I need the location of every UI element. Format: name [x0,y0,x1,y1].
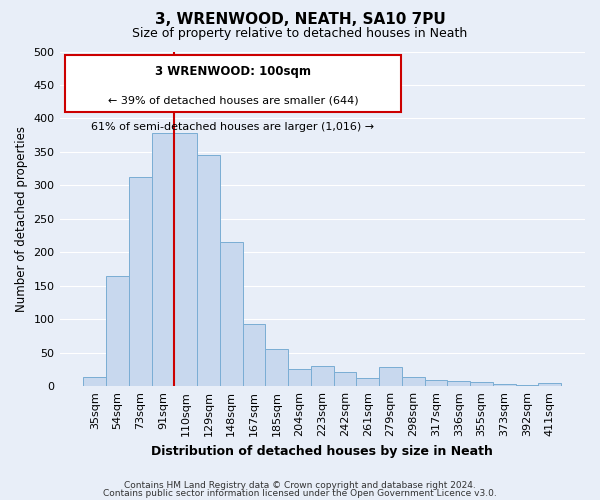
Bar [379,368,402,386]
Text: 3 WRENWOOD: 100sqm: 3 WRENWOOD: 100sqm [155,65,311,78]
Bar [470,382,493,386]
Bar [242,324,265,386]
Text: 61% of semi-detached houses are larger (1,016) →: 61% of semi-detached houses are larger (… [91,122,374,132]
Text: 3, WRENWOOD, NEATH, SA10 7PU: 3, WRENWOOD, NEATH, SA10 7PU [155,12,445,28]
Bar [106,276,129,386]
Text: Contains public sector information licensed under the Open Government Licence v3: Contains public sector information licen… [103,488,497,498]
Bar [83,378,106,386]
Bar [220,242,242,386]
Bar [197,156,220,386]
Bar [448,381,470,386]
Bar [175,133,197,386]
Bar [356,378,379,386]
FancyBboxPatch shape [65,55,401,112]
Text: Size of property relative to detached houses in Neath: Size of property relative to detached ho… [133,28,467,40]
Bar [334,372,356,386]
Bar [402,378,425,386]
Bar [493,384,515,386]
Bar [129,176,152,386]
Bar [288,370,311,386]
X-axis label: Distribution of detached houses by size in Neath: Distribution of detached houses by size … [151,444,493,458]
Bar [311,366,334,386]
Bar [425,380,448,386]
Y-axis label: Number of detached properties: Number of detached properties [15,126,28,312]
Bar [515,385,538,386]
Bar [152,133,175,386]
Bar [265,350,288,386]
Text: Contains HM Land Registry data © Crown copyright and database right 2024.: Contains HM Land Registry data © Crown c… [124,481,476,490]
Bar [538,383,561,386]
Text: ← 39% of detached houses are smaller (644): ← 39% of detached houses are smaller (64… [107,95,358,105]
